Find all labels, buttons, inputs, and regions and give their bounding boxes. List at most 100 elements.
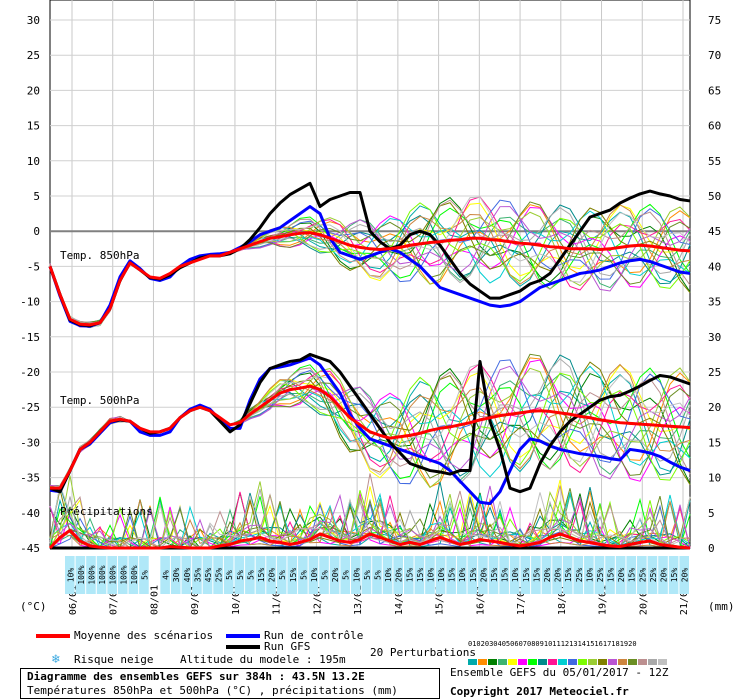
snow-risk-cell: [117, 556, 128, 594]
snow-risk-cell: [287, 556, 298, 594]
snow-risk-value: 5%: [140, 570, 149, 580]
left-axis-ticks: 30 25 20 15 10 5 0 -5 -10 -15 -20 -25 -30 -35 -40 -45: [20, 14, 40, 555]
perturbation-swatch: [578, 659, 587, 665]
x-tick-label: 06/01: [68, 585, 79, 615]
legend-mean-swatch: [36, 634, 70, 638]
legend-control-swatch: [226, 634, 260, 638]
snow-risk-cell: [393, 556, 403, 594]
right-tick-label: 40: [708, 260, 721, 273]
snow-risk-value: 15%: [564, 568, 573, 583]
perturbation-swatch: [638, 659, 647, 665]
right-tick-label: 10: [708, 472, 721, 485]
snow-risk-cell: [245, 556, 255, 594]
snow-risk-value: 10%: [585, 568, 594, 583]
snow-risk-value: 25%: [215, 568, 224, 583]
snow-risk-value: 5%: [236, 570, 245, 580]
snow-risk-cell: [562, 556, 573, 594]
label-t850: Temp. 850hPa: [60, 249, 139, 262]
left-tick-label: -25: [20, 401, 40, 414]
perturbation-swatch: [488, 659, 497, 665]
legend-mean-label: Moyenne des scénarios: [74, 629, 214, 642]
snow-risk-cell: [170, 556, 181, 594]
snow-risk-cell: [499, 556, 509, 594]
snow-risk-value: 15%: [405, 568, 414, 583]
snow-risk-value: 20%: [660, 568, 669, 583]
x-tick-label: 12/01: [312, 585, 323, 615]
snow-risk-value: 10%: [437, 568, 446, 583]
snow-risk-value: 15%: [501, 568, 510, 583]
x-tick-label: 20/01: [638, 585, 649, 615]
snow-risk-cell: [351, 556, 361, 594]
snow-risk-cell: [86, 556, 96, 594]
left-tick-label: 5: [33, 190, 40, 203]
snow-risk-value: 25%: [649, 568, 658, 583]
ensemble-run-label: Ensemble GEFS du 05/01/2017 - 12Z: [450, 666, 669, 679]
snow-risk-value: 5%: [363, 570, 372, 580]
snow-risk-cell: [96, 556, 107, 594]
snow-risk-cell: [605, 556, 615, 594]
right-unit: (mm): [708, 600, 735, 613]
x-tick-label: 19/01: [598, 585, 609, 615]
snow-risk-value: 15%: [670, 568, 679, 583]
perturbation-11-precip: [49, 496, 691, 549]
snow-risk-value: 10%: [458, 568, 467, 583]
right-tick-label: 70: [708, 49, 721, 62]
snow-risk-value: 10%: [511, 568, 520, 583]
left-tick-label: -30: [20, 436, 40, 449]
snow-risk-value: 5%: [278, 570, 287, 580]
x-tick-label: 18/01: [557, 585, 568, 615]
snow-risk-cell: [414, 556, 425, 594]
snow-risk-value: 10%: [426, 568, 435, 583]
snow-risk-cell: [478, 556, 488, 594]
snow-risk-cell: [573, 556, 584, 594]
left-tick-label: 15: [27, 120, 40, 133]
snow-risk-value: 5%: [225, 570, 234, 580]
perturbation-20-precip: [49, 484, 691, 549]
snow-risk-cell: [192, 556, 202, 594]
perturbation-swatch: [478, 659, 487, 665]
snow-risk-cell: [456, 556, 467, 594]
perturbation-swatch: [538, 659, 547, 665]
snow-risk-value: 15%: [522, 568, 531, 583]
snow-risk-value: 25%: [596, 568, 605, 583]
right-tick-label: 65: [708, 84, 721, 97]
right-tick-label: 20: [708, 401, 721, 414]
snow-risk-value: 10%: [352, 568, 361, 583]
snow-risk-value: 25%: [575, 568, 584, 583]
right-tick-label: 25: [708, 366, 721, 379]
label-precip: Précipitations: [60, 505, 153, 518]
snow-risk-value: 5%: [374, 570, 383, 580]
snow-risk-cell: [403, 556, 414, 594]
legend-gfs-label: Run GFS: [264, 640, 311, 653]
perturbation-swatch: [658, 659, 667, 665]
label-t500: Temp. 500hPa: [60, 394, 139, 407]
snow-risk-value: 15%: [257, 568, 266, 583]
snow-risk-cell: [435, 556, 446, 594]
left-tick-label: 20: [27, 84, 40, 97]
snow-risk-cell: [223, 556, 234, 594]
snow-risk-value: 15%: [469, 568, 478, 583]
snow-risk-cell: [308, 556, 319, 594]
perturbation-swatch: [468, 659, 477, 665]
snow-risk-value: 20%: [479, 568, 488, 583]
perturbation-swatch: [518, 659, 527, 665]
perturbation-14-t850: [49, 202, 691, 329]
perturbation-05-t500: [49, 364, 691, 492]
snow-risk-cell: [65, 556, 75, 594]
right-tick-label: 30: [708, 331, 721, 344]
snow-risk-value: 20%: [554, 568, 563, 583]
snow-risk-cell: [658, 556, 668, 594]
snow-risk-value: 25%: [638, 568, 647, 583]
snow-risk-cell: [584, 556, 594, 594]
x-tick-label: 10/01: [231, 585, 242, 615]
snow-risk-cell: [626, 556, 637, 594]
snow-risk-cell: [668, 556, 679, 594]
legend-gfs-swatch: [226, 645, 260, 649]
right-tick-label: 60: [708, 120, 721, 133]
perturbation-swatch: [618, 659, 627, 665]
snow-risk-cell: [467, 556, 478, 594]
right-tick-label: 55: [708, 155, 721, 168]
snow-risk-cell: [594, 556, 605, 594]
